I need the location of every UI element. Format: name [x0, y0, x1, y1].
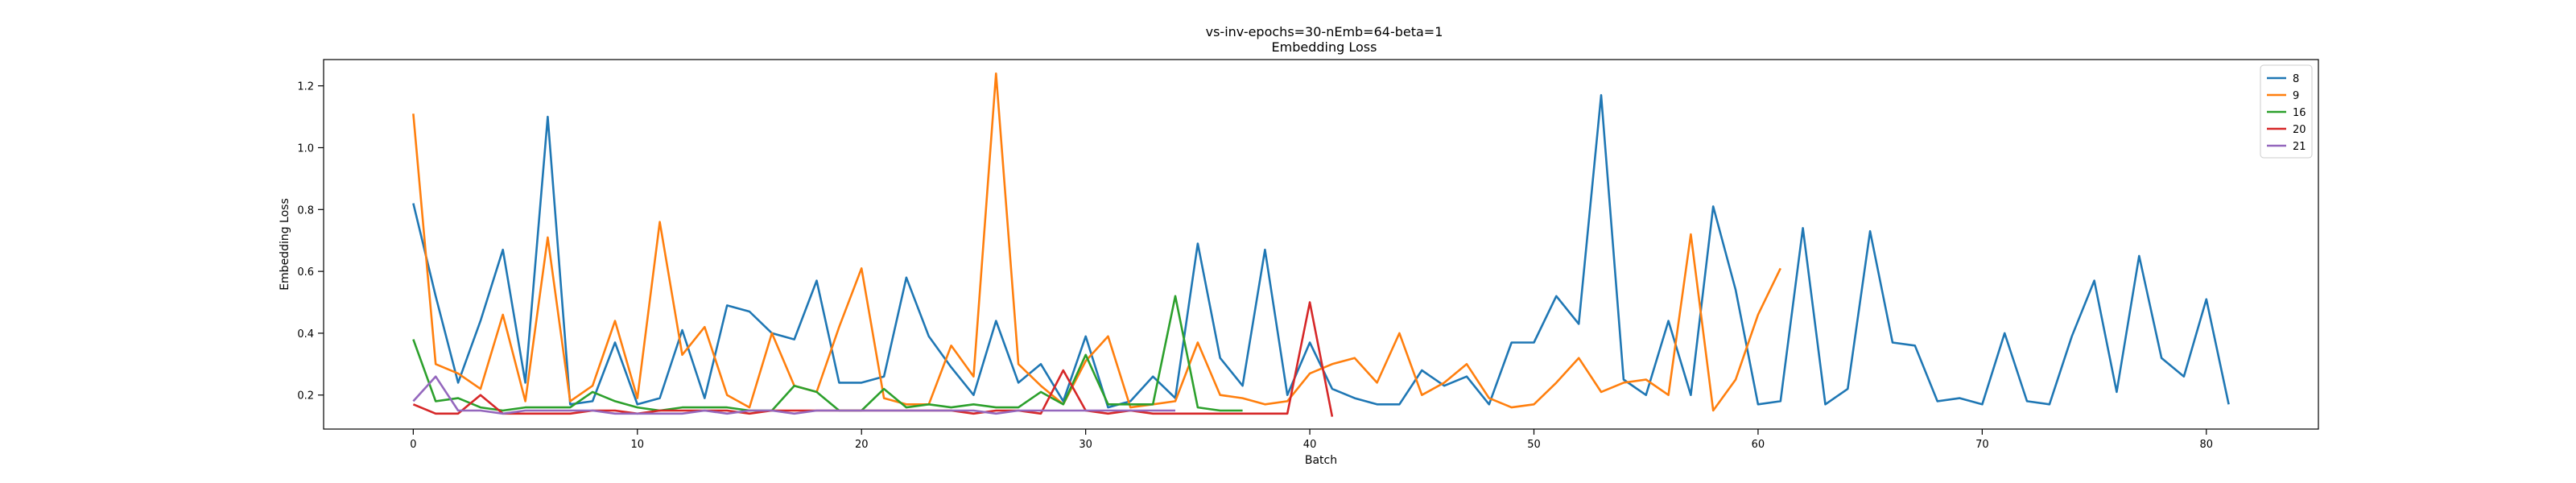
chart-title: vs-inv-epochs=30-nEmb=64-beta=1: [1206, 24, 1443, 39]
legend-label-8: 8: [2293, 73, 2299, 85]
plot-area: [323, 59, 2319, 430]
legend-label-16: 16: [2293, 107, 2306, 119]
x-tick-label: 40: [1303, 439, 1317, 451]
legend: 8 9 16 20 21: [2260, 64, 2313, 159]
x-tick-label: 20: [855, 439, 869, 451]
x-tick-label: 10: [631, 439, 645, 451]
series-line-21: [412, 375, 1175, 415]
legend-label-20: 20: [2293, 124, 2306, 136]
series-lines: [412, 72, 2230, 417]
series-line-8: [412, 93, 2230, 409]
x-tick-label: 70: [1975, 439, 1989, 451]
y-tick-label: 0.8: [297, 204, 314, 217]
y-tick-label: 1.0: [297, 142, 314, 155]
x-tick-label: 0: [410, 439, 416, 451]
x-tick-label: 80: [2200, 439, 2214, 451]
y-axis-label: Embedding Loss: [279, 198, 291, 291]
chart-subtitle: Embedding Loss: [1272, 39, 1377, 55]
x-tick-label: 50: [1527, 439, 1541, 451]
x-axis: 0 10 20 30 40 50 60 70 80: [410, 429, 2213, 451]
x-tick-label: 30: [1079, 439, 1092, 451]
y-axis: 0.2 0.4 0.6 0.8 1.0 1.2: [297, 81, 324, 402]
y-tick-label: 0.6: [297, 266, 314, 279]
series-line-16: [412, 295, 1243, 412]
plot-frame: [323, 59, 2319, 430]
legend-label-21: 21: [2293, 141, 2306, 153]
y-tick-label: 1.2: [297, 81, 314, 93]
series-line-9: [412, 72, 1781, 412]
x-axis-label: Batch: [1305, 454, 1337, 467]
y-tick-label: 0.2: [297, 390, 314, 402]
x-tick-label: 60: [1752, 439, 1765, 451]
legend-label-9: 9: [2293, 90, 2299, 102]
y-tick-label: 0.4: [297, 328, 314, 341]
